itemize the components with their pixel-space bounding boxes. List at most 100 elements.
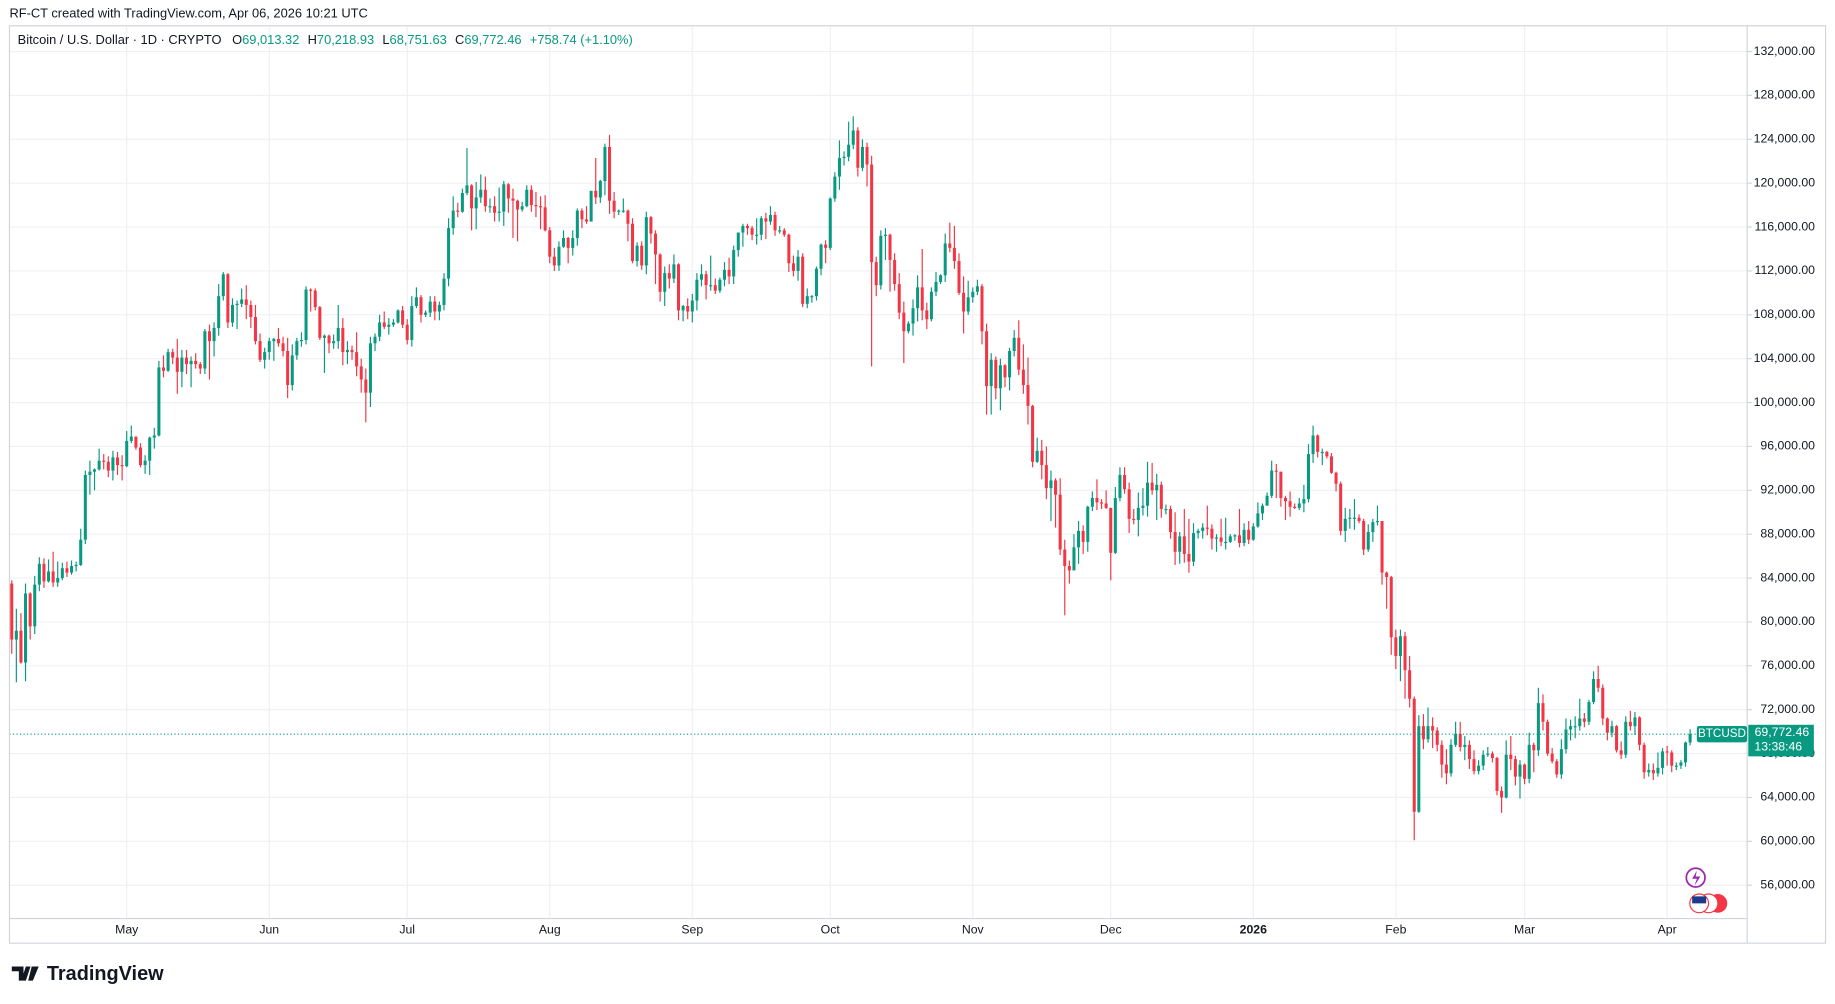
candle-body — [773, 214, 777, 231]
candle-body — [874, 262, 878, 286]
candle-body — [1288, 501, 1292, 507]
candle-body — [433, 301, 437, 312]
icon — [1692, 896, 1707, 904]
candle-body — [19, 630, 23, 663]
candle-body — [465, 185, 469, 194]
candle-body — [626, 210, 630, 224]
axes: 56,000.0060,000.0064,000.0068,000.0072,0… — [115, 44, 1815, 937]
candle-body — [51, 571, 55, 583]
candle-body — [1555, 761, 1559, 775]
candle-body — [106, 461, 110, 471]
candle-body — [1210, 528, 1214, 539]
candle-body — [994, 359, 998, 389]
candle-body — [194, 360, 198, 365]
candle-body — [732, 250, 736, 277]
candle-body — [543, 207, 547, 231]
candle-body — [336, 327, 340, 342]
candle-body — [1684, 742, 1688, 763]
candle-body — [939, 275, 943, 282]
candle-body — [975, 286, 979, 292]
candle-body — [856, 130, 860, 168]
candle-body — [318, 307, 322, 338]
candles — [9, 116, 1748, 841]
candle-body — [768, 214, 772, 222]
candle-body — [134, 436, 138, 448]
candle-body — [796, 256, 800, 271]
y-tick-label: 80,000.00 — [1760, 614, 1815, 628]
candle-body — [1467, 744, 1471, 760]
logo-text: TradingView — [47, 963, 164, 985]
candle-body — [10, 583, 14, 640]
ohlc-value: 68,751.63 — [390, 32, 447, 47]
candle-body — [681, 306, 685, 311]
candle-body — [1426, 726, 1430, 740]
y-tick-label: 108,000.00 — [1754, 307, 1816, 321]
candle-body — [373, 336, 377, 344]
candle-body — [437, 304, 441, 312]
candle-body — [1463, 744, 1467, 748]
candle-body — [65, 568, 69, 573]
candle-body — [755, 234, 759, 236]
candle-body — [603, 146, 607, 181]
candle-body — [1352, 517, 1356, 519]
candle-body — [1178, 536, 1182, 552]
y-tick-label: 88,000.00 — [1760, 526, 1815, 540]
candle-body — [24, 593, 28, 663]
candle-body — [1201, 527, 1205, 531]
candle-body — [644, 217, 648, 266]
candle-body — [1274, 470, 1278, 472]
candle-body — [649, 217, 653, 234]
candle-body — [387, 324, 391, 327]
candle-body — [617, 210, 621, 212]
ohlc-prefix: O — [232, 32, 242, 47]
candle-body — [1224, 541, 1228, 544]
candle-body — [1113, 497, 1117, 553]
candle-body — [621, 210, 625, 212]
candle-body — [322, 335, 326, 338]
candle-body — [1495, 757, 1499, 791]
candle-body — [355, 352, 359, 367]
candle-body — [212, 327, 216, 342]
candle-body — [718, 279, 722, 291]
legend: Bitcoin / U.S. Dollar · 1D · CRYPTO O69,… — [18, 32, 633, 47]
candle-body — [175, 357, 179, 372]
candle-body — [1320, 451, 1324, 454]
candle-body — [695, 279, 699, 301]
candle-body — [1661, 751, 1665, 768]
candle-body — [378, 322, 382, 337]
y-tick-label: 104,000.00 — [1754, 351, 1816, 365]
candle-body — [1182, 536, 1186, 554]
candle-body — [1063, 549, 1067, 567]
candle-body — [456, 210, 460, 212]
candle-body — [60, 568, 64, 579]
candle-body — [1339, 483, 1343, 531]
candle-body — [925, 310, 929, 320]
candle-body — [819, 244, 823, 269]
y-tick-label: 120,000.00 — [1754, 175, 1816, 189]
candle-body — [1146, 482, 1150, 506]
candle-body — [1270, 470, 1274, 496]
ohlc-prefix: L — [382, 32, 389, 47]
candle-body — [221, 274, 225, 297]
candle-body — [966, 297, 970, 312]
candle-body — [539, 206, 543, 208]
x-tick-label: Dec — [1100, 923, 1122, 937]
candle-body — [286, 350, 290, 386]
candle-body — [948, 243, 952, 248]
icon — [1692, 870, 1701, 886]
candle-body — [1454, 733, 1458, 745]
candle-body — [1624, 721, 1628, 755]
candle-body — [805, 296, 809, 304]
candle-body — [1205, 527, 1209, 529]
candle-body — [14, 630, 18, 640]
y-tick-label: 72,000.00 — [1760, 702, 1815, 716]
candle-body — [1375, 521, 1379, 523]
x-tick-label: Nov — [962, 923, 985, 937]
candle-body — [364, 379, 368, 393]
candle-body — [184, 357, 189, 365]
candle-body — [653, 233, 658, 255]
candle-body — [313, 290, 317, 308]
candle-body — [244, 299, 248, 305]
candle-body — [1017, 337, 1021, 370]
candle-body — [1633, 717, 1637, 727]
